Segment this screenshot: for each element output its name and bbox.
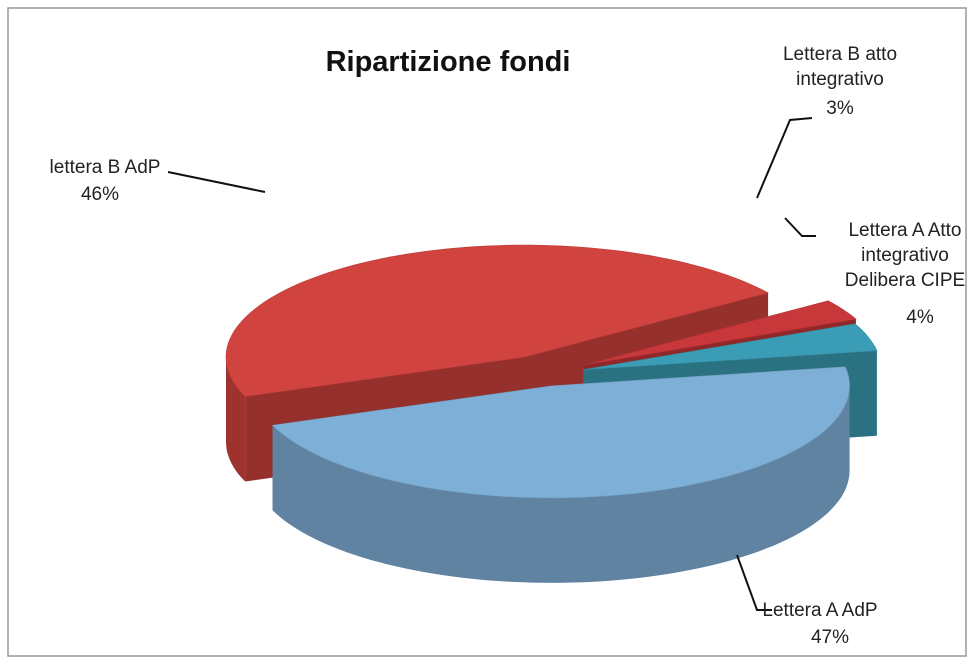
slice-side xyxy=(272,385,850,583)
category-label: Lettera B atto integrativo xyxy=(782,44,898,90)
value-label: 46% xyxy=(80,184,120,205)
leader-line xyxy=(784,217,816,237)
value-label: 4% xyxy=(906,307,934,328)
slice xyxy=(583,323,878,370)
leader-line xyxy=(756,117,813,199)
slice-side xyxy=(226,357,246,482)
value-label: 3% xyxy=(826,98,854,119)
leader-line xyxy=(167,171,266,193)
chart-title: Ripartizione fondi xyxy=(325,46,571,78)
category-label: lettera B AdP xyxy=(49,157,161,178)
slice xyxy=(584,300,857,366)
value-label: 47% xyxy=(810,627,850,648)
slice xyxy=(271,366,850,499)
slice xyxy=(225,244,769,397)
category-label: Lettera A Atto integrativo Delibera CIPE xyxy=(844,220,966,291)
leader-line xyxy=(736,554,772,611)
category-label: Lettera A AdP xyxy=(762,600,878,621)
